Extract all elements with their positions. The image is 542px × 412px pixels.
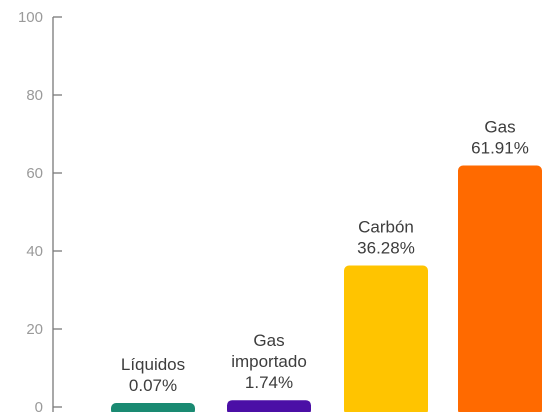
bar-value-label: 1.74% [245, 373, 293, 392]
bar [111, 403, 195, 412]
bar [227, 400, 311, 412]
bar-category-label: Carbón [358, 218, 414, 237]
bar-value-label: 0.07% [129, 376, 177, 395]
bar [458, 165, 542, 412]
bar [344, 265, 428, 412]
y-tick-label: 0 [35, 399, 43, 412]
y-tick-label: 100 [18, 9, 43, 26]
bar-category-label: Gas [484, 118, 515, 137]
bar-value-label: 36.28% [357, 239, 415, 258]
bar-category-label: importado [231, 352, 307, 371]
bar-category-label: Gas [253, 331, 284, 350]
y-axis: 0 20 40 60 80 100 [18, 9, 62, 412]
y-tick-label: 80 [26, 87, 43, 104]
bars [111, 165, 542, 412]
bar-value-label: 61.91% [471, 139, 529, 158]
y-tick-label: 40 [26, 243, 43, 260]
bar-labels: Líquidos 0.07% Gas importado 1.74% Carbón 36.2… [121, 118, 529, 395]
bar-category-label: Líquidos [121, 355, 185, 374]
y-tick-label: 20 [26, 321, 43, 338]
y-tick-label: 60 [26, 165, 43, 182]
